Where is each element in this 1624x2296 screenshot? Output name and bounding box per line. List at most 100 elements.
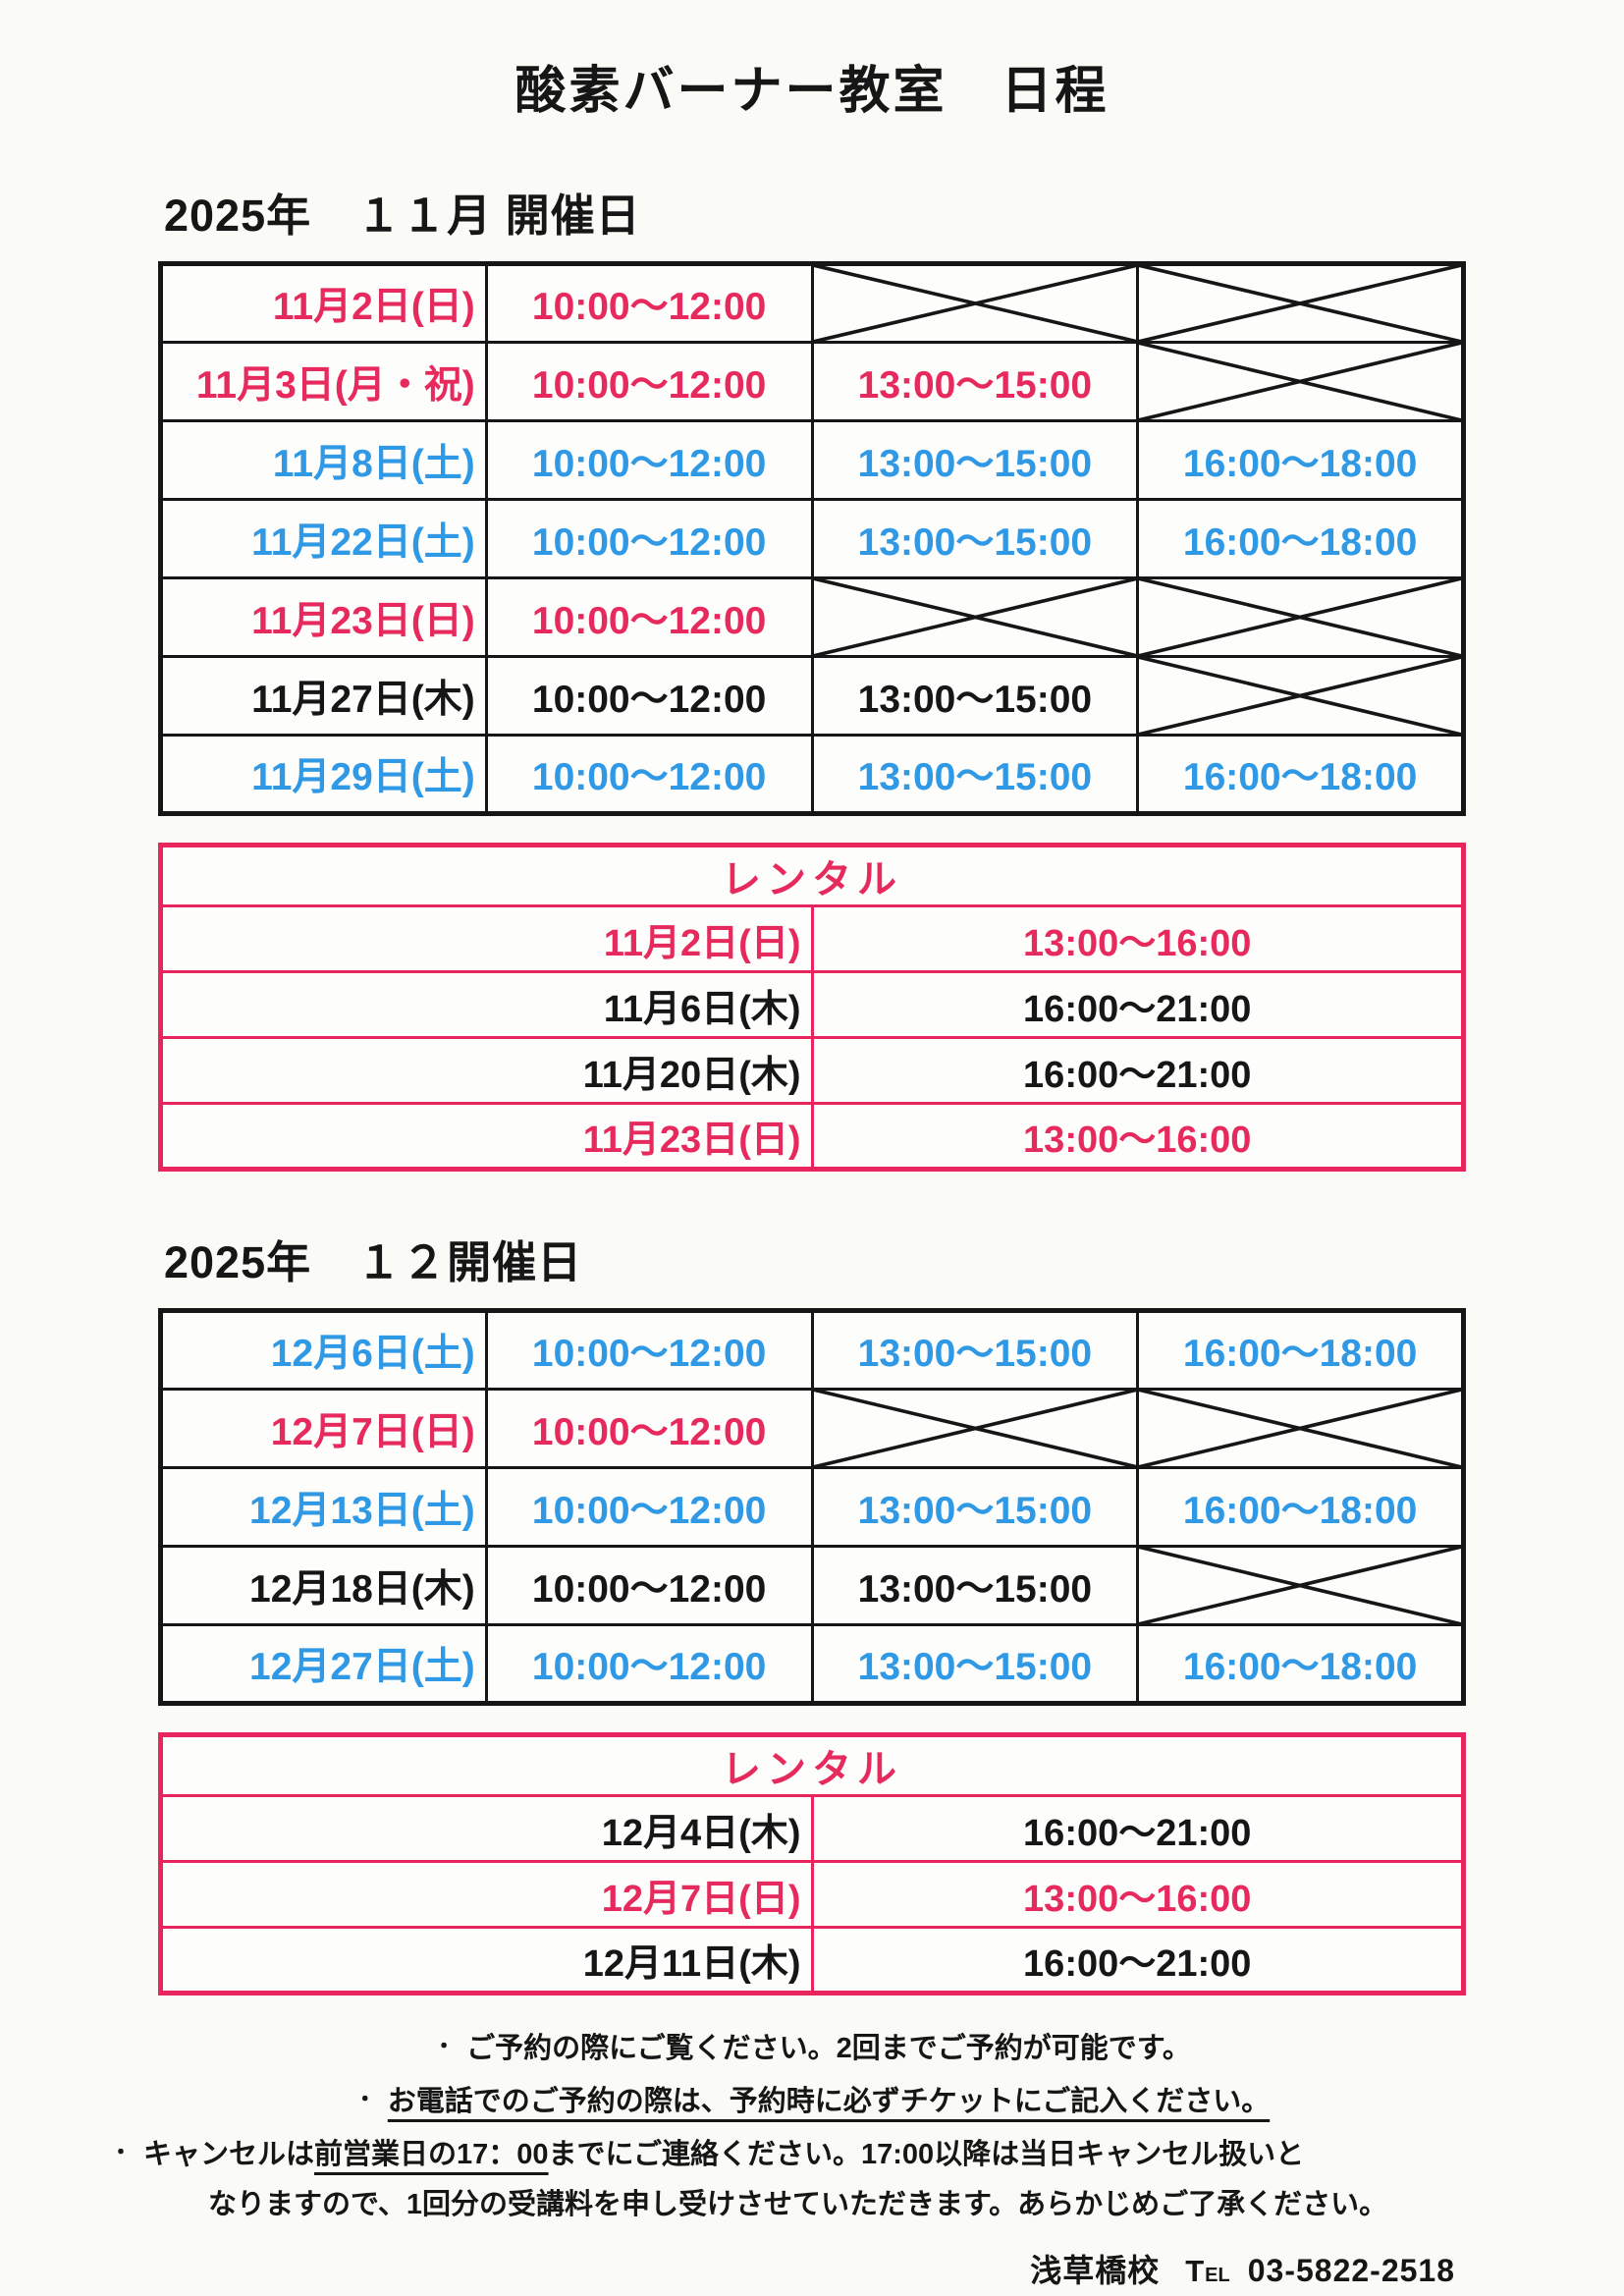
note-text: なりますので、1回分の受講料を申し受けさせていただきます。あらかじめご了承くださ…: [208, 2189, 1388, 2220]
time-slot-cell: 13:00～15:00: [810, 1545, 1140, 1626]
time-slot-cell: 13:00～16:00: [810, 1860, 1465, 1929]
school-name: 浅草橋校: [1030, 2253, 1161, 2288]
date-cell: 11月2日(日): [159, 262, 488, 344]
december-rental-table: レンタル 12月4日(木) 16:00～21:00 12月7日(日) 13:00～16:…: [158, 1732, 1466, 1995]
note-text: までにご連絡ください。17:00以降は当日キャンセル扱いと: [548, 2139, 1305, 2170]
crossed-out-cell: [1136, 262, 1465, 344]
bullet: ・: [110, 2140, 133, 2164]
date-cell: 11月29日(土): [159, 734, 488, 815]
time-slot-cell: 10:00～12:00: [484, 341, 814, 422]
cross-icon: [1138, 657, 1462, 735]
date-cell: 12月18日(木): [159, 1545, 488, 1626]
rental-title: レンタル: [159, 1733, 1465, 1797]
rental-row: 12月4日(木) 16:00～21:00: [159, 1794, 1465, 1863]
date-cell: 11月3日(月・祝): [159, 341, 488, 422]
schedule-row: 11月3日(月・祝) 10:00～12:00 13:00～15:00: [159, 341, 1465, 422]
time-slot-cell: 16:00～18:00: [1136, 1623, 1465, 1705]
note-line: なりますので、1回分の受講料を申し受けさせていただきます。あらかじめご了承くださ…: [110, 2180, 1514, 2230]
schedule-row: 12月7日(日) 10:00～12:00: [159, 1388, 1465, 1469]
schedule-row: 12月6日(土) 10:00～12:00 13:00～15:00 16:00～18:0…: [159, 1309, 1465, 1391]
phone-number: 03-5822-2518: [1247, 2253, 1455, 2288]
time-slot-cell: 13:00～15:00: [810, 1623, 1140, 1705]
time-slot-cell: 16:00～21:00: [810, 970, 1465, 1039]
rental-header-row: レンタル: [159, 1733, 1465, 1797]
time-slot-cell: 10:00～12:00: [484, 498, 814, 579]
crossed-out-cell: [1136, 341, 1465, 422]
month-section-december: 2025年 １２開催日 12月6日(土) 10:00～12:00 13:00～15:…: [158, 1227, 1466, 1995]
time-slot-cell: 10:00～12:00: [484, 262, 814, 344]
cross-icon: [1138, 265, 1462, 342]
rental-row: 12月11日(木) 16:00～21:00: [159, 1926, 1465, 1995]
date-cell: 12月13日(土): [159, 1466, 488, 1548]
date-cell: 11月20日(木): [159, 1036, 813, 1105]
crossed-out-cell: [1136, 1388, 1465, 1469]
tel-label: TEL: [1185, 2253, 1230, 2288]
time-slot-cell: 10:00～12:00: [484, 655, 814, 737]
time-slot-cell: 13:00～16:00: [810, 1102, 1465, 1171]
schedule-row: 12月13日(土) 10:00～12:00 13:00～15:00 16:00～18:…: [159, 1466, 1465, 1548]
time-slot-cell: 10:00～12:00: [484, 1309, 814, 1391]
crossed-out-cell: [810, 576, 1140, 658]
schedule-row: 11月2日(日) 10:00～12:00: [159, 262, 1465, 344]
schedule-row: 12月27日(土) 10:00～12:00 13:00～15:00 16:00～18:…: [159, 1623, 1465, 1705]
schedule-row: 11月29日(土) 10:00～12:00 13:00～15:00 16:00～18:…: [159, 734, 1465, 815]
rental-title: レンタル: [159, 844, 1465, 907]
note-text: ご予約の際にご覧ください。2回までご予約が可能です。: [466, 2033, 1191, 2064]
date-cell: 12月6日(土): [159, 1309, 488, 1391]
date-cell: 11月27日(木): [159, 655, 488, 737]
date-cell: 11月2日(日): [159, 904, 813, 973]
note-text: キャンセルは: [143, 2139, 315, 2170]
cross-icon: [813, 578, 1138, 656]
time-slot-cell: 16:00～18:00: [1136, 1466, 1465, 1548]
note-text: 前営業日の17：00: [314, 2139, 549, 2170]
date-cell: 12月7日(日): [159, 1388, 488, 1469]
cross-icon: [1138, 1390, 1462, 1467]
rental-header-row: レンタル: [159, 844, 1465, 907]
time-slot-cell: 13:00～15:00: [810, 498, 1140, 579]
schedule-row: 11月8日(土) 10:00～12:00 13:00～15:00 16:00～18:0…: [159, 419, 1465, 501]
time-slot-cell: 16:00～21:00: [810, 1036, 1465, 1105]
page-title: 酸素バーナー教室 日程: [514, 63, 1110, 120]
note-line: ・キャンセルは前営業日の17：00までにご連絡ください。17:00以降は当日キャ…: [110, 2127, 1514, 2180]
november-heading: 2025年 １１月 開催日: [164, 191, 641, 241]
time-slot-cell: 16:00～21:00: [810, 1926, 1465, 1995]
schedule-row: 11月22日(土) 10:00～12:00 13:00～15:00 16:00～18:…: [159, 498, 1465, 579]
date-cell: 12月4日(木): [159, 1794, 813, 1863]
note-line: ・ご予約の際にご覧ください。2回までご予約が可能です。: [110, 2021, 1514, 2074]
bullet: ・: [433, 2034, 456, 2058]
rental-row: 12月7日(日) 13:00～16:00: [159, 1860, 1465, 1929]
time-slot-cell: 13:00～15:00: [810, 341, 1140, 422]
schedule-row: 12月18日(木) 10:00～12:00 13:00～15:00: [159, 1545, 1465, 1626]
tel-label-rest: EL: [1205, 2265, 1230, 2286]
time-slot-cell: 13:00～15:00: [810, 1309, 1140, 1391]
date-cell: 12月27日(土): [159, 1623, 488, 1705]
december-heading: 2025年 １２開催日: [164, 1237, 583, 1287]
rental-row: 11月2日(日) 13:00～16:00: [159, 904, 1465, 973]
date-cell: 12月7日(日): [159, 1860, 813, 1929]
cross-icon: [1138, 578, 1462, 656]
november-schedule-table: 11月2日(日) 10:00～12:00 11月3日(月・祝) 10:00～12:00…: [158, 261, 1466, 816]
date-cell: 11月23日(日): [159, 576, 488, 658]
time-slot-cell: 16:00～18:00: [1136, 498, 1465, 579]
cross-icon: [1138, 343, 1462, 420]
cross-icon: [813, 1390, 1138, 1467]
time-slot-cell: 13:00～15:00: [810, 655, 1140, 737]
tel-label-initial: T: [1185, 2254, 1206, 2288]
time-slot-cell: 13:00～15:00: [810, 1466, 1140, 1548]
time-slot-cell: 16:00～18:00: [1136, 734, 1465, 815]
crossed-out-cell: [810, 262, 1140, 344]
time-slot-cell: 10:00～12:00: [484, 576, 814, 658]
time-slot-cell: 13:00～15:00: [810, 734, 1140, 815]
rental-row: 11月23日(日) 13:00～16:00: [159, 1102, 1465, 1171]
bullet: ・: [353, 2087, 376, 2111]
time-slot-cell: 10:00～12:00: [484, 419, 814, 501]
cross-icon: [813, 265, 1138, 342]
content-area: 2025年 １１月 開催日 11月2日(日) 10:00～12:00 11月3日(月…: [158, 180, 1466, 1995]
time-slot-cell: 10:00～12:00: [484, 1545, 814, 1626]
november-rental-table: レンタル 11月2日(日) 13:00～16:00 11月6日(木) 16:00～21:…: [158, 843, 1466, 1172]
time-slot-cell: 16:00～21:00: [810, 1794, 1465, 1863]
note-text: お電話でのご予約の際は、予約時に必ずチケットにご記入ください。: [387, 2086, 1271, 2117]
note-line: ・お電話でのご予約の際は、予約時に必ずチケットにご記入ください。: [110, 2074, 1514, 2127]
